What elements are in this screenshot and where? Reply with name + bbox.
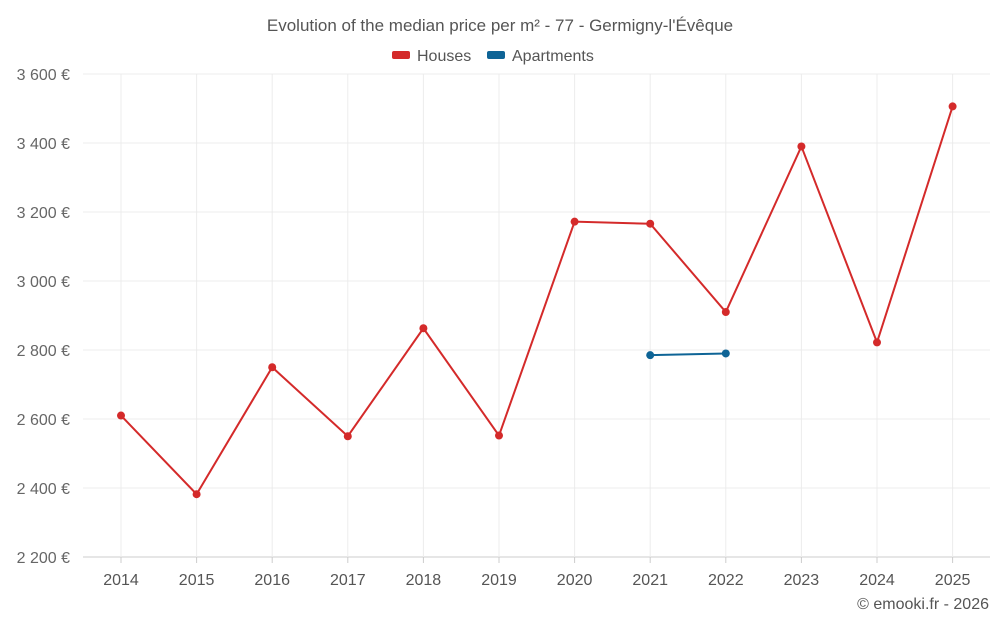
data-point-houses[interactable] bbox=[117, 411, 125, 420]
data-point-houses[interactable] bbox=[495, 431, 503, 440]
series-apartments bbox=[646, 349, 730, 360]
x-axis: 2014 2015 2016 2017 2018 2019 2020 2021 2022 2023… bbox=[103, 572, 970, 589]
data-point-apartments[interactable] bbox=[646, 351, 655, 360]
legend-swatch bbox=[487, 51, 505, 59]
data-point-houses[interactable] bbox=[873, 338, 881, 347]
x-tick-label: 2019 bbox=[481, 572, 517, 589]
data-point-houses[interactable] bbox=[343, 432, 352, 441]
legend-item-apartments[interactable]: Apartments bbox=[487, 48, 594, 65]
grid bbox=[83, 73, 990, 563]
x-tick-label: 2022 bbox=[708, 572, 744, 589]
series-layer bbox=[117, 102, 957, 499]
x-tick-label: 2020 bbox=[557, 572, 593, 589]
x-tick-label: 2025 bbox=[935, 572, 971, 589]
x-tick-label: 2024 bbox=[859, 572, 895, 589]
legend[interactable]: Houses Apartments bbox=[392, 48, 594, 65]
legend-item-houses[interactable]: Houses bbox=[392, 48, 471, 65]
y-tick-label: 2 600 € bbox=[17, 412, 70, 429]
x-tick-label: 2014 bbox=[103, 572, 139, 589]
data-point-houses[interactable] bbox=[570, 217, 579, 226]
y-tick-label: 3 600 € bbox=[17, 67, 70, 84]
y-tick-label: 3 400 € bbox=[17, 136, 70, 153]
legend-swatch bbox=[392, 51, 410, 59]
data-point-houses[interactable] bbox=[797, 142, 806, 151]
x-tick-label: 2021 bbox=[632, 572, 668, 589]
x-tick-label: 2018 bbox=[406, 572, 442, 589]
y-tick-label: 2 800 € bbox=[17, 343, 70, 360]
y-tick-label: 2 400 € bbox=[17, 481, 70, 498]
data-point-houses[interactable] bbox=[948, 102, 957, 111]
data-point-houses[interactable] bbox=[646, 219, 655, 228]
data-point-houses[interactable] bbox=[268, 363, 277, 372]
legend-label: Houses bbox=[417, 48, 471, 65]
data-point-apartments[interactable] bbox=[721, 349, 730, 358]
x-tick-label: 2016 bbox=[254, 572, 290, 589]
x-tick-label: 2017 bbox=[330, 572, 366, 589]
data-point-houses[interactable] bbox=[419, 324, 428, 333]
y-axis: 2 200 € 2 400 € 2 600 € 2 800 € 3 000 € 3 200… bbox=[17, 67, 70, 567]
legend-label: Apartments bbox=[512, 48, 594, 65]
x-tick-label: 2023 bbox=[784, 572, 820, 589]
data-point-houses[interactable] bbox=[721, 308, 730, 317]
credit-text: © emooki.fr - 2026 bbox=[857, 596, 989, 613]
y-tick-label: 2 200 € bbox=[17, 550, 70, 567]
series-line-apartments bbox=[650, 352, 726, 357]
series-line-houses bbox=[120, 106, 954, 496]
y-tick-label: 3 000 € bbox=[17, 274, 70, 291]
series-houses bbox=[117, 102, 957, 499]
chart-title: Evolution of the median price per m² - 7… bbox=[267, 16, 733, 35]
x-tick-label: 2015 bbox=[179, 572, 215, 589]
data-point-houses[interactable] bbox=[192, 490, 201, 499]
y-tick-label: 3 200 € bbox=[17, 205, 70, 222]
